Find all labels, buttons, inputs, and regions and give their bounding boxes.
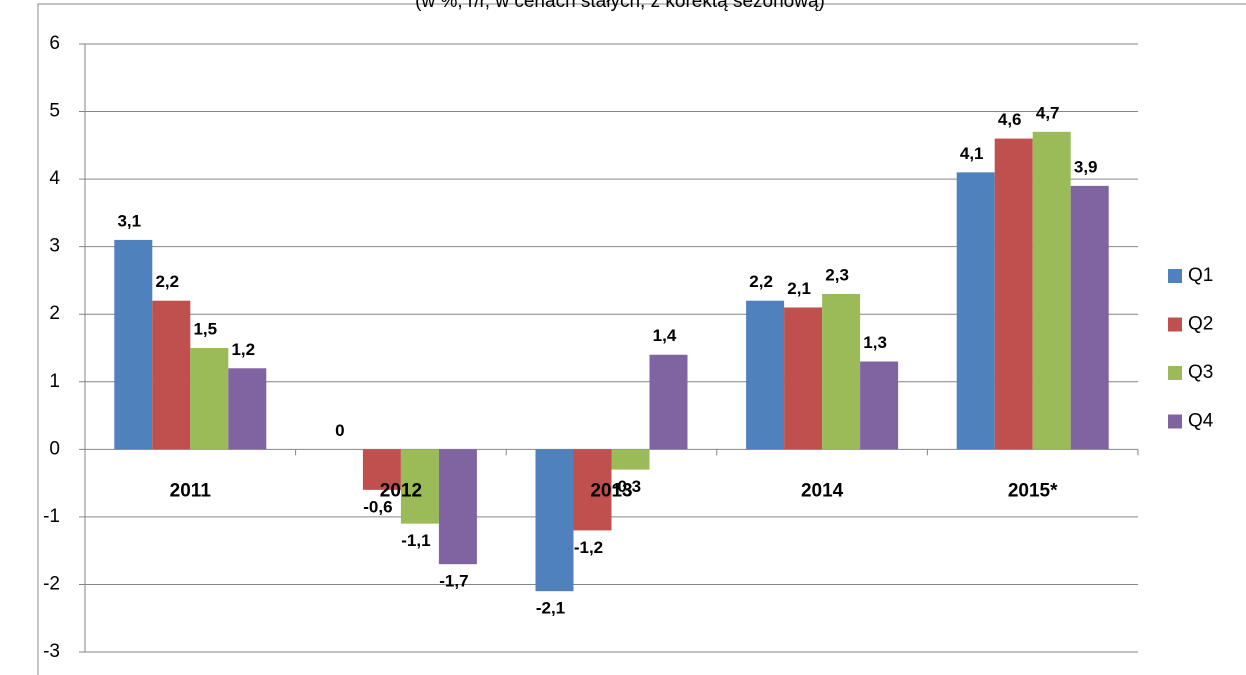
data-label: -1,7	[439, 572, 468, 591]
chart-frame	[37, 3, 1246, 675]
x-tick-label: 2012	[380, 480, 422, 501]
data-label: -0,3	[612, 477, 641, 496]
bar	[114, 239, 153, 450]
legend-swatch	[1168, 414, 1182, 429]
data-label: 2,2	[749, 272, 773, 291]
y-tick-label: 2	[49, 303, 60, 324]
x-tick-label: 2014	[801, 480, 844, 501]
legend-label: Q2	[1188, 314, 1213, 335]
data-label: 4,1	[960, 144, 984, 163]
data-label: 3,1	[117, 211, 141, 230]
data-label: 4,6	[998, 110, 1022, 129]
bar	[400, 449, 439, 524]
bar	[860, 361, 899, 450]
data-label: -0,6	[363, 497, 392, 516]
legend-label: Q4	[1188, 411, 1214, 432]
legend-swatch	[1168, 366, 1182, 380]
bar	[190, 348, 229, 450]
y-tick-label: -2	[43, 573, 60, 594]
data-label: 4,7	[1036, 103, 1060, 122]
data-label: 2,1	[787, 279, 811, 298]
y-tick-label: 6	[49, 33, 60, 54]
bar	[152, 300, 191, 450]
bar	[438, 449, 477, 565]
y-tick-label: 1	[49, 371, 60, 392]
data-label: 3,9	[1074, 157, 1098, 176]
data-label: 2,2	[155, 272, 179, 291]
legend-label: Q3	[1188, 362, 1213, 383]
bar	[822, 293, 861, 450]
x-tick-label: 2013	[590, 480, 632, 501]
bar	[535, 449, 574, 592]
data-label: -1,2	[574, 538, 603, 557]
bar	[746, 300, 785, 450]
data-label: 2,3	[825, 265, 849, 284]
bar	[1032, 131, 1071, 450]
chart-subtitle: (w %, r/r, w cenach stałych, z korektą s…	[415, 0, 825, 12]
data-label: -2,1	[536, 599, 565, 618]
x-tick-label: 2011	[170, 480, 212, 501]
y-tick-label: 0	[49, 438, 60, 459]
data-label: 1,3	[863, 333, 887, 352]
data-label: -1,1	[401, 531, 430, 550]
legend-label: Q1	[1188, 265, 1213, 286]
y-tick-label: 3	[49, 236, 60, 257]
bar	[362, 449, 401, 490]
y-tick-label: -1	[43, 506, 60, 527]
data-label: 1,5	[193, 319, 217, 338]
y-tick-label: 5	[49, 101, 60, 122]
y-tick-label: -3	[43, 641, 60, 662]
bar	[611, 449, 650, 470]
bar	[994, 138, 1033, 450]
legend-swatch	[1168, 317, 1182, 332]
data-label: 1,2	[231, 340, 255, 359]
legend-swatch	[1168, 269, 1182, 283]
bar	[784, 307, 823, 450]
bar	[956, 172, 995, 450]
y-tick-label: 4	[49, 168, 60, 189]
data-label: 0	[335, 421, 344, 440]
bar	[573, 449, 612, 531]
bar	[649, 354, 688, 450]
bar	[1070, 185, 1109, 450]
bar	[228, 368, 267, 450]
data-label: 1,4	[653, 326, 677, 345]
x-tick-label: 2015*	[1008, 480, 1058, 501]
